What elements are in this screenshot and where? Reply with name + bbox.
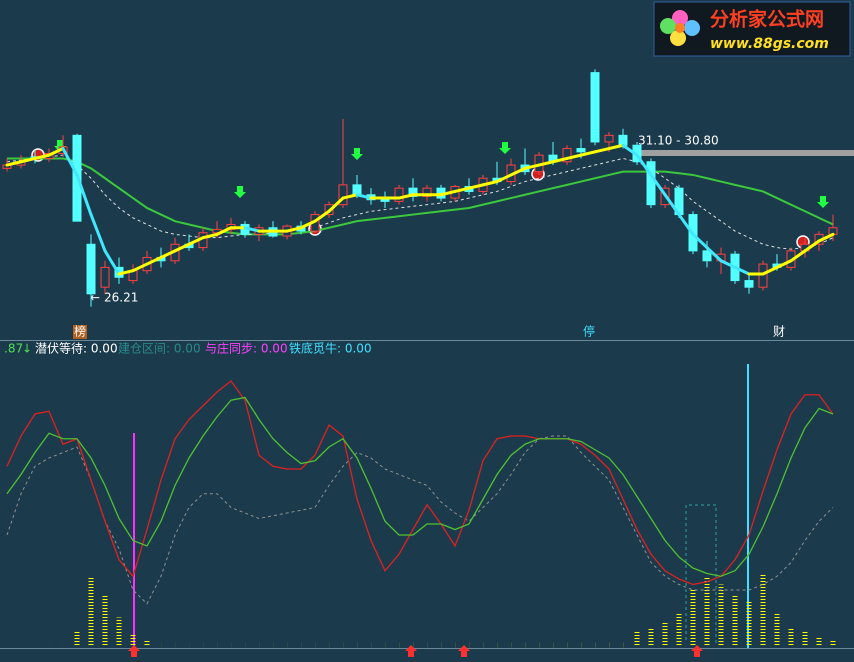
trend-line-segment bbox=[103, 249, 121, 276]
legend-prefix: .87 bbox=[4, 342, 23, 356]
logo-title: 分析家公式网 bbox=[710, 8, 824, 31]
trend-line-segment bbox=[719, 259, 737, 269]
trend-line-segment bbox=[355, 193, 373, 200]
indicator-line bbox=[6, 154, 834, 250]
candle-body bbox=[100, 266, 110, 288]
candle-body bbox=[646, 161, 656, 206]
indicator-line bbox=[6, 396, 834, 577]
trend-line-segment bbox=[607, 143, 625, 151]
marker-box bbox=[73, 325, 87, 339]
low-arrow: ← bbox=[90, 291, 100, 305]
trend-line-segment bbox=[621, 143, 639, 157]
trend-line-segment bbox=[551, 156, 569, 164]
trend-line-segment bbox=[397, 193, 415, 200]
logo: 分析家公式网 www.88gs.com bbox=[653, 1, 851, 57]
trend-line-segment bbox=[481, 180, 499, 187]
marker: 停 bbox=[583, 324, 595, 339]
trend-line-segment bbox=[579, 150, 597, 157]
trend-line-segment bbox=[117, 269, 135, 276]
trend-line-segment bbox=[495, 173, 513, 184]
trend-line-segment bbox=[173, 242, 191, 253]
trend-line-segment bbox=[593, 147, 611, 154]
trend-line-segment bbox=[187, 236, 205, 246]
trend-line-segment bbox=[131, 262, 149, 273]
legend-item: 建仓区间: 0.00 bbox=[118, 342, 201, 356]
trend-line-segment bbox=[215, 226, 233, 236]
trend-line-segment bbox=[509, 166, 527, 177]
candle-body bbox=[576, 148, 586, 153]
candle-body bbox=[590, 72, 600, 143]
trend-line-segment bbox=[145, 255, 163, 266]
marker: 财 bbox=[773, 325, 785, 339]
trend-line-segment bbox=[523, 163, 541, 170]
trend-line-segment bbox=[243, 226, 261, 233]
legend-item: 铁底觅牛: 0.00 bbox=[289, 341, 372, 356]
candle-body bbox=[744, 280, 754, 288]
trend-line-segment bbox=[341, 193, 359, 200]
trend-line-segment bbox=[439, 189, 457, 197]
trend-line-segment bbox=[75, 173, 93, 217]
trend-line-segment bbox=[565, 153, 583, 160]
trend-line-segment bbox=[775, 259, 793, 269]
trend-line-segment bbox=[159, 249, 177, 259]
trend-line-segment bbox=[285, 226, 303, 233]
trend-line-segment bbox=[453, 186, 471, 193]
trend-line-segment bbox=[663, 193, 681, 217]
candle-body bbox=[562, 148, 572, 163]
trend-line-segment bbox=[705, 246, 723, 263]
trend-line-segment bbox=[649, 173, 667, 197]
indicator-line bbox=[7, 157, 834, 236]
trend-line-segment bbox=[299, 219, 317, 230]
trend-line-segment bbox=[327, 196, 345, 213]
trend-line-segment bbox=[537, 160, 555, 167]
trend-line-segment bbox=[19, 156, 37, 164]
trend-line-segment bbox=[677, 213, 695, 236]
trend-line-segment bbox=[89, 213, 107, 253]
trend-line-segment bbox=[467, 183, 485, 190]
trend-line-segment bbox=[201, 232, 219, 240]
up-arrows bbox=[128, 645, 703, 657]
logo-url: www.88gs.com bbox=[710, 36, 829, 52]
candle-body bbox=[86, 243, 96, 295]
trend-line-segment bbox=[789, 249, 807, 263]
trend-line-segment bbox=[817, 232, 835, 243]
trend-line-segment bbox=[33, 153, 51, 160]
trend-line-segment bbox=[761, 265, 779, 276]
candle-body bbox=[422, 187, 432, 197]
price-band bbox=[636, 150, 854, 156]
legend-item: 与庄同步: 0.00 bbox=[205, 341, 288, 356]
legend-item: 潜伏等待: 0.00 bbox=[35, 342, 118, 356]
candle-body bbox=[380, 199, 390, 202]
trend-line-segment bbox=[635, 153, 653, 177]
trend-line-segment bbox=[803, 239, 821, 253]
candle-body bbox=[408, 187, 418, 197]
candle-body bbox=[758, 263, 768, 288]
indicator-line bbox=[6, 435, 834, 605]
candle-body bbox=[604, 134, 614, 143]
candle-body bbox=[338, 184, 348, 206]
low-label: 26.21 bbox=[104, 291, 138, 305]
trend-line-segment bbox=[313, 209, 331, 223]
trend-line-segment bbox=[61, 147, 79, 177]
trend-line-segment bbox=[733, 265, 751, 276]
indicator-line bbox=[6, 380, 834, 586]
candle-body bbox=[394, 187, 404, 202]
trend-line-segment bbox=[691, 232, 709, 250]
legend-arrow: ↓ bbox=[22, 342, 32, 356]
price-range-label: 31.10 - 30.80 bbox=[638, 134, 719, 148]
trend-line-segment bbox=[5, 160, 23, 167]
candle-body bbox=[702, 250, 712, 262]
marker: 榜 bbox=[74, 324, 86, 339]
trend-line-segment bbox=[47, 147, 65, 157]
